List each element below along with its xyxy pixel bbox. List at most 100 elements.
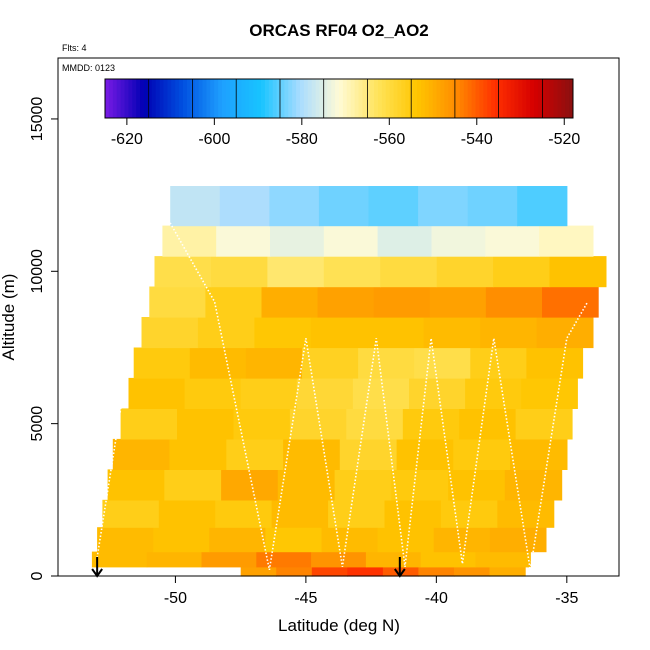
heatmap-cell xyxy=(467,186,518,227)
colorbar-segment xyxy=(459,79,465,118)
colorbar-segment xyxy=(237,79,242,118)
position-markers xyxy=(91,557,406,578)
heatmap-cell xyxy=(377,527,435,553)
heatmap-cell xyxy=(549,256,607,288)
colorbar-segment xyxy=(108,79,114,118)
heatmap-cell xyxy=(91,551,148,568)
colorbar-tick-label: -600 xyxy=(198,131,230,148)
colorbar-segment xyxy=(198,79,203,118)
colorbar-segment xyxy=(190,79,196,118)
heatmap-cell xyxy=(377,225,432,257)
colorbar-segment xyxy=(151,79,157,118)
colorbar-segment xyxy=(179,79,184,118)
colorbar-segment xyxy=(432,79,437,118)
heatmap-cell xyxy=(321,527,379,553)
y-axis-label: Altitude (m) xyxy=(0,274,18,361)
heatmap-cell xyxy=(423,317,481,349)
heatmap-cell xyxy=(269,186,320,227)
heatmap-cell xyxy=(510,438,568,470)
colorbar-segment xyxy=(502,79,508,118)
colorbar-segment xyxy=(549,79,554,118)
heatmap-cell xyxy=(448,469,506,501)
colorbar-segment xyxy=(222,79,227,118)
heatmap-cell xyxy=(254,317,312,349)
colorbar-segment xyxy=(303,79,309,118)
colorbar-segment xyxy=(327,79,332,118)
heatmap-cell xyxy=(504,469,563,501)
heatmap-cell xyxy=(323,256,381,288)
colorbar-segment xyxy=(498,79,504,118)
heatmap-cell xyxy=(177,408,234,440)
colorbar-segment xyxy=(171,79,176,118)
colorbar-segment xyxy=(510,79,515,118)
colorbar-segment xyxy=(112,79,118,118)
heatmap-cell xyxy=(296,377,354,409)
colorbar-segment xyxy=(389,79,395,118)
x-tick-label: -40 xyxy=(425,590,448,607)
heatmap-cell xyxy=(475,551,531,568)
colorbar-segment xyxy=(284,79,289,118)
colorbar-segment xyxy=(456,79,461,118)
colorbar-segment xyxy=(144,79,149,118)
colorbar-segment xyxy=(264,79,270,118)
colorbar-segment xyxy=(405,79,410,118)
colorbar-segment xyxy=(518,79,523,118)
heatmap-cell xyxy=(418,186,469,227)
heatmap-cell xyxy=(162,225,217,257)
heatmap-cell xyxy=(418,566,455,577)
flights-annotation: Flts: 4 xyxy=(62,43,87,53)
heatmap-cell xyxy=(391,469,449,501)
colorbar-segment xyxy=(319,79,324,118)
colorbar-segment xyxy=(378,79,383,118)
heatmap-cell xyxy=(267,256,325,288)
heatmap-cell xyxy=(317,286,375,318)
flight-track xyxy=(96,192,589,571)
heatmap-cell xyxy=(347,566,384,577)
colorbar-segment xyxy=(155,79,161,118)
heatmap-cell xyxy=(323,225,379,257)
colorbar-segment xyxy=(194,79,200,118)
colorbar-segment xyxy=(268,79,274,118)
heatmap-cell xyxy=(277,469,336,501)
colorbar-segment xyxy=(545,79,551,118)
heatmap-cell xyxy=(245,347,303,379)
colorbar-segment xyxy=(541,79,547,118)
y-tick-label: 15000 xyxy=(29,97,46,142)
colorbar-segment xyxy=(448,79,453,118)
colorbar-segment xyxy=(420,79,426,118)
colorbar-tick-label: -580 xyxy=(286,131,318,148)
colorbar-segment xyxy=(428,79,434,118)
colorbar-segment xyxy=(479,79,484,118)
colorbar-segment xyxy=(128,79,133,118)
colorbar-segment xyxy=(475,79,480,118)
heatmap-cell xyxy=(158,499,216,528)
colorbar-segment xyxy=(444,79,449,118)
colorbar-segment xyxy=(175,79,180,118)
colorbar-segment xyxy=(526,79,531,118)
heatmap-cell xyxy=(384,499,442,528)
heatmap-cell xyxy=(170,186,221,227)
colorbar-segment xyxy=(218,79,223,118)
heatmap-cell xyxy=(215,499,273,528)
colorbar-segment xyxy=(288,79,293,118)
colorbar-segment xyxy=(514,79,519,118)
colorbar-segment xyxy=(370,79,375,118)
heatmap-cell xyxy=(261,286,319,318)
colorbar-segment xyxy=(385,79,391,118)
heatmap-cell xyxy=(226,438,284,470)
heatmap-cell xyxy=(233,408,291,440)
colorbar-segment xyxy=(506,79,512,118)
heatmap-cell xyxy=(480,317,538,349)
colorbar-segment xyxy=(522,79,527,118)
heatmap-cell xyxy=(153,527,210,553)
colorbar-segment xyxy=(565,79,570,118)
x-axis: -50 -45 -40 -35 xyxy=(164,576,578,607)
colorbar-segment xyxy=(413,79,418,118)
heatmap-cell xyxy=(346,408,404,440)
heatmap-cell xyxy=(493,256,551,288)
colorbar-segment xyxy=(331,79,336,118)
heatmap-cell xyxy=(107,469,165,501)
heatmap-cell xyxy=(197,317,255,349)
x-tick-label: -50 xyxy=(164,590,187,607)
colorbar-segment xyxy=(534,79,539,118)
